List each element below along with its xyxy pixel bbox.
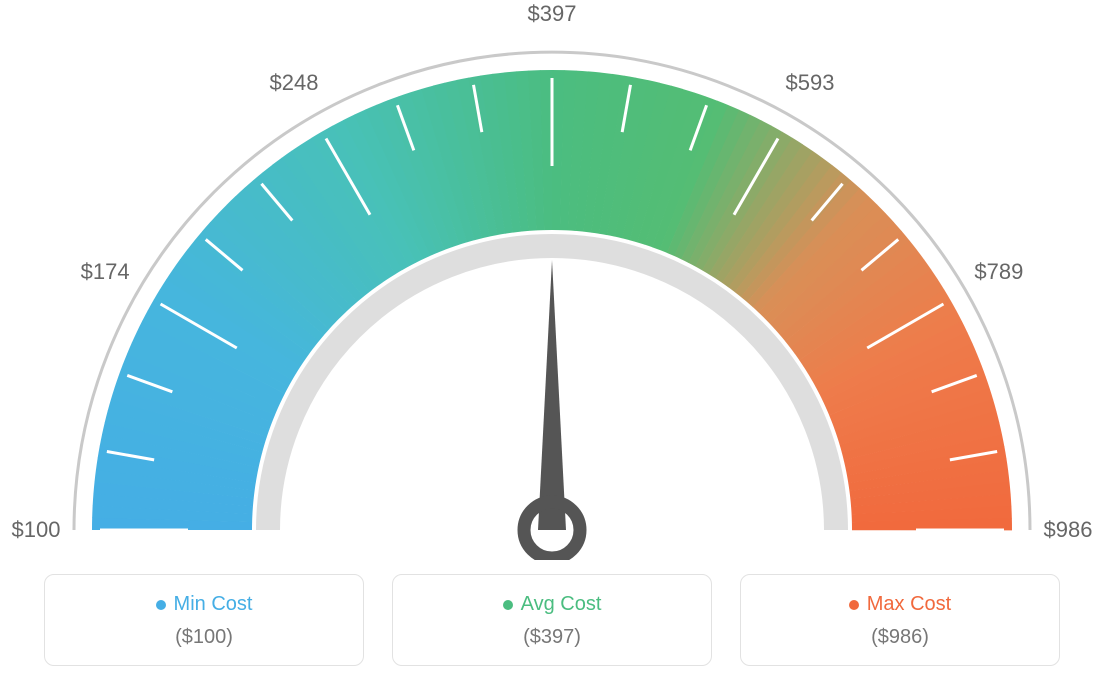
legend-avg-title: Avg Cost — [503, 593, 602, 616]
legend-min-title: Min Cost — [156, 593, 253, 616]
legend-max-label: Max Cost — [867, 593, 951, 616]
legend-min: Min Cost ($100) — [44, 574, 364, 666]
legend-row: Min Cost ($100) Avg Cost ($397) Max Cost… — [0, 574, 1104, 666]
gauge-svg — [0, 0, 1104, 560]
legend-avg-label: Avg Cost — [521, 593, 602, 616]
legend-max-value: ($986) — [751, 626, 1049, 649]
dot-icon — [849, 600, 859, 610]
gauge-chart: $100 $174 $248 $397 $593 $789 $986 — [0, 0, 1104, 560]
gauge-tick-label: $100 — [12, 517, 61, 543]
gauge-tick-label: $789 — [974, 259, 1023, 285]
legend-avg: Avg Cost ($397) — [392, 574, 712, 666]
gauge-tick-label: $986 — [1044, 517, 1093, 543]
gauge-tick-label: $248 — [270, 70, 319, 96]
dot-icon — [503, 600, 513, 610]
legend-min-value: ($100) — [55, 626, 353, 649]
gauge-tick-label: $397 — [528, 1, 577, 27]
legend-max-title: Max Cost — [849, 593, 951, 616]
legend-min-label: Min Cost — [174, 593, 253, 616]
cost-gauge-container: $100 $174 $248 $397 $593 $789 $986 Min Cost ($… — [0, 0, 1104, 690]
legend-max: Max Cost ($986) — [740, 574, 1060, 666]
gauge-tick-label: $174 — [81, 259, 130, 285]
dot-icon — [156, 600, 166, 610]
gauge-tick-label: $593 — [786, 70, 835, 96]
legend-avg-value: ($397) — [403, 626, 701, 649]
